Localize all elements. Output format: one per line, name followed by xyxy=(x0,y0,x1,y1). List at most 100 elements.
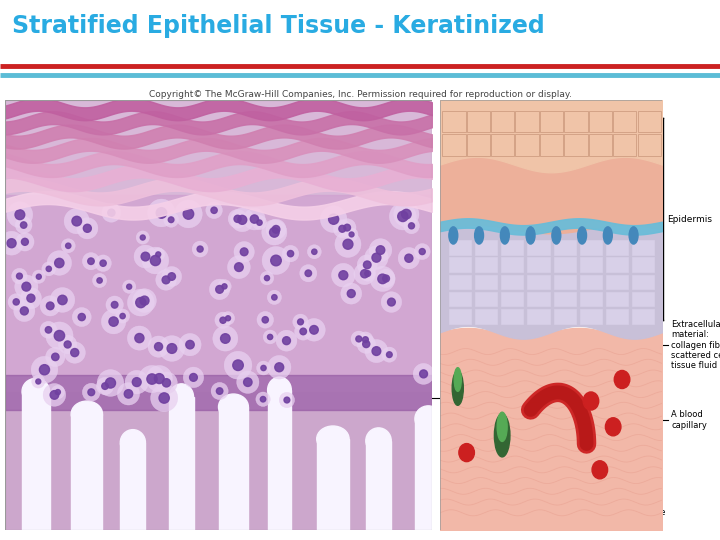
Bar xyxy=(638,111,661,132)
Circle shape xyxy=(134,245,157,268)
Circle shape xyxy=(256,392,270,407)
Circle shape xyxy=(64,342,86,363)
Circle shape xyxy=(377,269,395,288)
Circle shape xyxy=(405,254,413,262)
Circle shape xyxy=(106,296,123,314)
Circle shape xyxy=(331,264,355,287)
Circle shape xyxy=(243,378,252,387)
Circle shape xyxy=(192,241,208,257)
Circle shape xyxy=(347,289,355,298)
Bar xyxy=(317,439,349,530)
Ellipse shape xyxy=(614,370,630,389)
Bar xyxy=(554,309,576,323)
Circle shape xyxy=(310,326,318,334)
Circle shape xyxy=(376,246,384,254)
Circle shape xyxy=(372,253,381,262)
Bar xyxy=(501,309,523,323)
Circle shape xyxy=(220,334,230,343)
Bar xyxy=(449,309,471,323)
Circle shape xyxy=(47,251,71,275)
Circle shape xyxy=(365,340,388,363)
Circle shape xyxy=(50,287,75,312)
Ellipse shape xyxy=(459,443,474,462)
Bar xyxy=(632,274,654,289)
Circle shape xyxy=(168,273,176,280)
Circle shape xyxy=(338,219,356,237)
Bar xyxy=(475,292,498,306)
Circle shape xyxy=(64,208,89,234)
Bar xyxy=(442,111,466,132)
Circle shape xyxy=(40,296,60,316)
Bar xyxy=(449,240,471,255)
Circle shape xyxy=(264,330,277,344)
Bar xyxy=(528,258,549,272)
Circle shape xyxy=(238,215,247,224)
Circle shape xyxy=(162,267,181,287)
Ellipse shape xyxy=(317,426,349,452)
Circle shape xyxy=(116,309,130,323)
Bar xyxy=(554,240,576,255)
Bar xyxy=(528,240,549,255)
Circle shape xyxy=(257,312,274,328)
Circle shape xyxy=(45,347,65,367)
Circle shape xyxy=(55,389,60,395)
Circle shape xyxy=(46,322,73,349)
Bar xyxy=(632,258,654,272)
Circle shape xyxy=(387,352,392,357)
Circle shape xyxy=(148,199,175,227)
Circle shape xyxy=(362,337,369,342)
Circle shape xyxy=(102,383,108,389)
Circle shape xyxy=(46,302,54,310)
Bar xyxy=(589,134,612,156)
Circle shape xyxy=(15,210,24,220)
Circle shape xyxy=(343,224,351,231)
Circle shape xyxy=(397,211,408,221)
Circle shape xyxy=(127,284,132,289)
Ellipse shape xyxy=(22,379,50,404)
Circle shape xyxy=(82,253,99,270)
Circle shape xyxy=(297,319,303,325)
Circle shape xyxy=(136,231,149,244)
Text: Extracellular
material:
collagen fibers,
scattered cells,
tissue fluid: Extracellular material: collagen fibers,… xyxy=(671,320,720,370)
Circle shape xyxy=(17,273,22,279)
Circle shape xyxy=(78,313,86,321)
Circle shape xyxy=(142,247,168,274)
Circle shape xyxy=(369,239,392,261)
Bar xyxy=(580,309,602,323)
Bar xyxy=(449,258,471,272)
Bar xyxy=(554,274,576,289)
Circle shape xyxy=(365,271,371,276)
Circle shape xyxy=(413,363,434,384)
Circle shape xyxy=(84,224,91,232)
Circle shape xyxy=(372,347,381,355)
Circle shape xyxy=(216,286,223,293)
Circle shape xyxy=(7,239,16,248)
Circle shape xyxy=(159,336,185,361)
Ellipse shape xyxy=(592,461,608,479)
Ellipse shape xyxy=(366,428,391,454)
Bar xyxy=(366,441,391,530)
Circle shape xyxy=(305,270,312,276)
Bar xyxy=(554,258,576,272)
Circle shape xyxy=(54,330,65,341)
Circle shape xyxy=(526,227,535,244)
Circle shape xyxy=(135,334,144,343)
Circle shape xyxy=(82,383,100,401)
Circle shape xyxy=(95,255,112,272)
Circle shape xyxy=(269,227,279,237)
Circle shape xyxy=(237,371,259,394)
Circle shape xyxy=(140,296,149,305)
Circle shape xyxy=(360,266,375,281)
Circle shape xyxy=(262,220,287,245)
Circle shape xyxy=(364,261,371,269)
Ellipse shape xyxy=(218,394,248,420)
Circle shape xyxy=(293,314,308,329)
Circle shape xyxy=(343,239,353,249)
Circle shape xyxy=(32,270,45,284)
Ellipse shape xyxy=(495,414,510,457)
Circle shape xyxy=(125,390,132,398)
Circle shape xyxy=(122,280,136,293)
Circle shape xyxy=(125,370,148,394)
Bar xyxy=(475,309,498,323)
Circle shape xyxy=(22,238,28,245)
